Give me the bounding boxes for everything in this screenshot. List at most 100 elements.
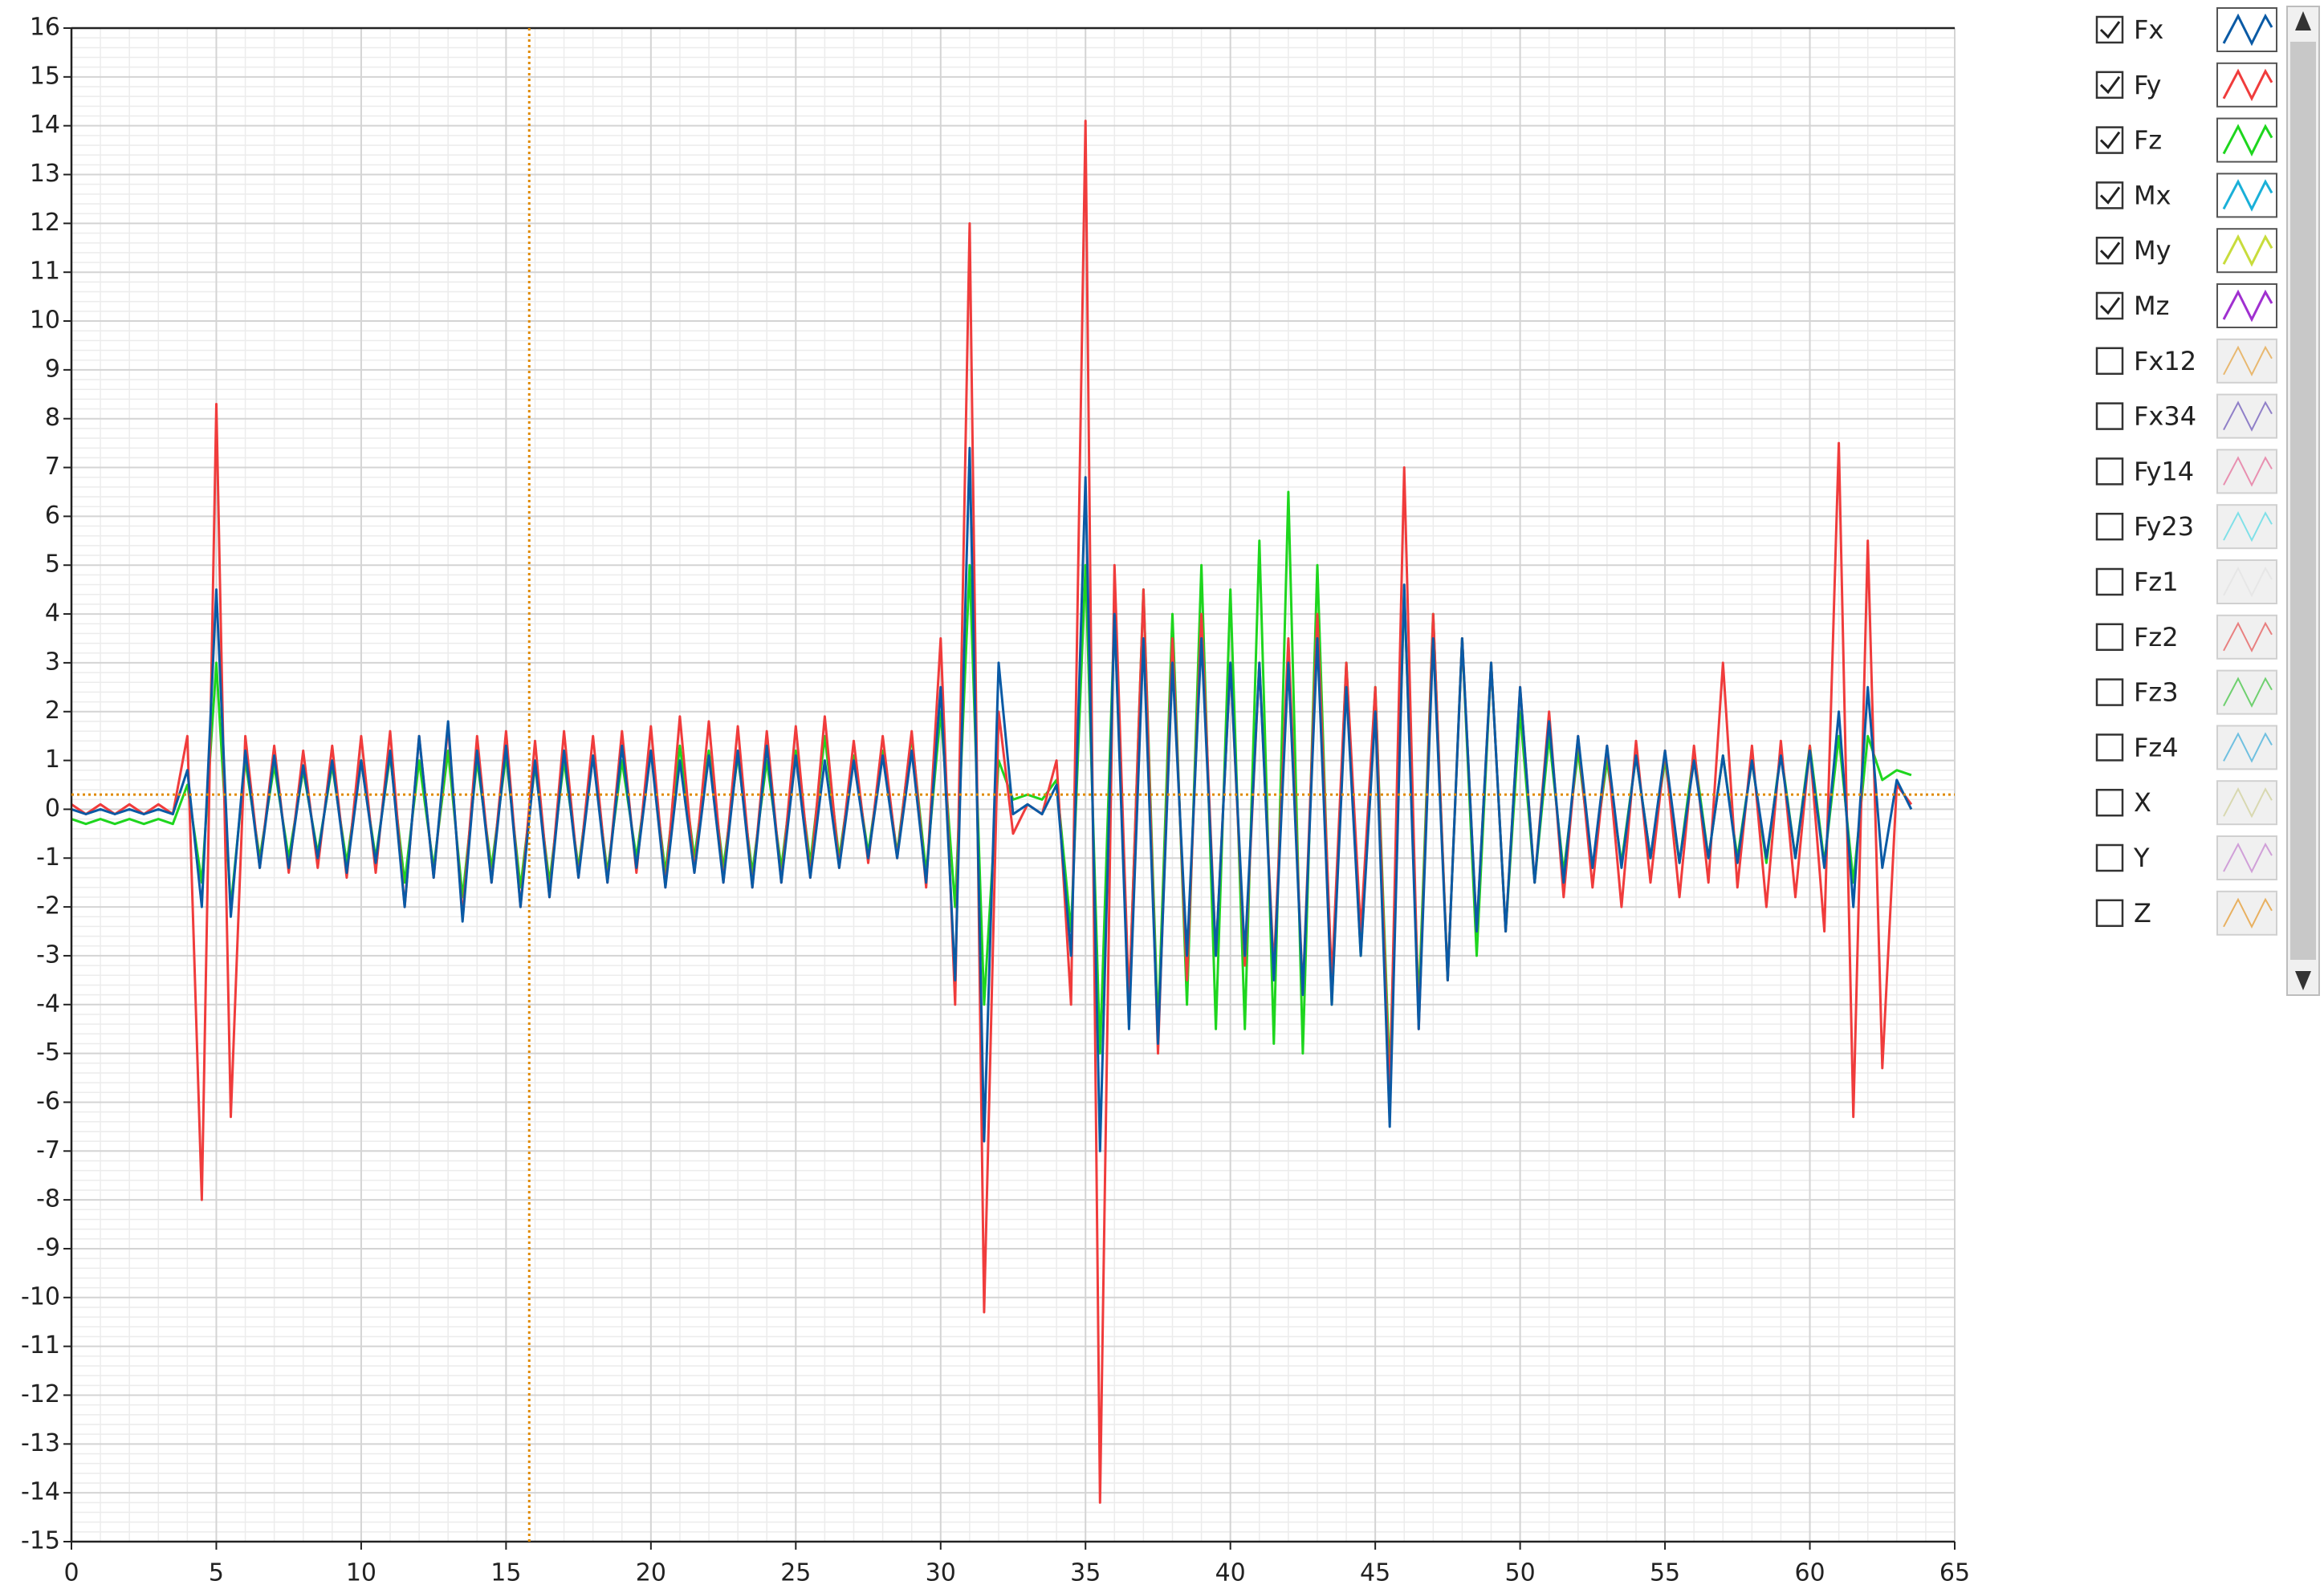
- y-tick-label: -1: [36, 843, 60, 872]
- y-tick-label: 11: [30, 258, 60, 286]
- y-tick-label: -5: [36, 1038, 60, 1067]
- legend-swatch[interactable]: [2216, 835, 2277, 880]
- legend-checkbox[interactable]: [2095, 402, 2124, 430]
- x-tick-label: 25: [780, 1559, 811, 1587]
- y-tick-label: 1: [45, 746, 60, 774]
- legend-checkbox[interactable]: [2095, 291, 2124, 320]
- y-tick-label: 16: [30, 14, 60, 42]
- legend-swatch[interactable]: [2216, 449, 2277, 494]
- legend-swatch-line: [2223, 511, 2273, 543]
- axis-layer: 0 5 10 15 20 25 30 35 40 45 50 55 60 65-15-14-13-12-1…: [21, 14, 1970, 1587]
- series-line: [71, 446, 1913, 1152]
- scrollbar-thumb[interactable]: [2290, 42, 2316, 960]
- legend-swatch[interactable]: [2216, 614, 2277, 660]
- legend-checkbox[interactable]: [2095, 126, 2124, 154]
- y-tick-label: 12: [30, 209, 60, 237]
- legend-item[interactable]: Fy14: [2095, 449, 2277, 494]
- legend-swatch-line: [2222, 13, 2273, 47]
- legend-label: Mz: [2134, 291, 2169, 321]
- legend-checkbox[interactable]: [2095, 15, 2124, 44]
- x-tick-label: 35: [1070, 1559, 1101, 1587]
- legend-item[interactable]: Fy23: [2095, 504, 2277, 550]
- legend-swatch-line: [2223, 345, 2273, 377]
- legend-item[interactable]: Fz4: [2095, 725, 2277, 770]
- legend-label: Z: [2134, 898, 2151, 929]
- legend-item[interactable]: Fz3: [2095, 669, 2277, 715]
- legend-item[interactable]: Fx: [2095, 7, 2277, 52]
- legend-checkmark: [2099, 131, 2121, 149]
- legend-item[interactable]: Fz2: [2095, 614, 2277, 660]
- legend-label: Fz4: [2134, 732, 2179, 762]
- y-tick-label: -7: [36, 1136, 60, 1164]
- y-tick-label: 2: [45, 697, 60, 725]
- legend-label: Fy: [2134, 70, 2161, 100]
- scroll-down-arrow[interactable]: [2295, 971, 2311, 990]
- y-tick-label: 0: [45, 794, 60, 823]
- legend-checkbox[interactable]: [2095, 71, 2124, 100]
- x-tick-label: 50: [1505, 1559, 1536, 1587]
- legend-swatch[interactable]: [2216, 173, 2277, 218]
- legend-swatch-line: [2223, 621, 2273, 653]
- legend-item[interactable]: Fz: [2095, 117, 2277, 163]
- legend-item[interactable]: Fx34: [2095, 393, 2277, 439]
- legend-label: Fz3: [2134, 677, 2179, 708]
- legend-checkbox[interactable]: [2095, 181, 2124, 209]
- y-tick-label: 5: [45, 551, 60, 579]
- legend-item[interactable]: Fx12: [2095, 338, 2277, 384]
- legend-swatch[interactable]: [2216, 780, 2277, 826]
- legend-label: Fz1: [2134, 567, 2179, 597]
- legend-checkbox[interactable]: [2095, 623, 2124, 652]
- y-tick-label: 14: [30, 111, 60, 139]
- y-tick-label: -6: [36, 1087, 60, 1116]
- legend-item[interactable]: Fz1: [2095, 559, 2277, 604]
- legend-item[interactable]: X: [2095, 780, 2277, 826]
- legend-item[interactable]: Mx: [2095, 173, 2277, 218]
- legend-swatch[interactable]: [2216, 504, 2277, 550]
- x-tick-label: 15: [490, 1559, 521, 1587]
- x-tick-label: 60: [1794, 1559, 1825, 1587]
- legend-swatch[interactable]: [2216, 669, 2277, 715]
- legend-item[interactable]: Y: [2095, 835, 2277, 880]
- legend-swatch[interactable]: [2216, 283, 2277, 328]
- legend-swatch[interactable]: [2216, 725, 2277, 770]
- legend-swatch[interactable]: [2216, 228, 2277, 274]
- y-tick-label: -13: [21, 1429, 60, 1457]
- legend-item[interactable]: My: [2095, 228, 2277, 274]
- legend-label: Fz2: [2134, 622, 2179, 652]
- x-tick-label: 55: [1650, 1559, 1680, 1587]
- y-tick-label: -10: [21, 1282, 60, 1311]
- legend-label: Fy14: [2134, 456, 2194, 486]
- legend-item[interactable]: Mz: [2095, 283, 2277, 328]
- legend-checkbox[interactable]: [2095, 678, 2124, 706]
- legend-swatch[interactable]: [2216, 393, 2277, 439]
- legend-checkbox[interactable]: [2095, 567, 2124, 596]
- x-tick-label: 10: [346, 1559, 376, 1587]
- legend-swatch-line: [2223, 732, 2273, 763]
- legend-label: Y: [2133, 843, 2150, 873]
- legend-checkbox[interactable]: [2095, 843, 2124, 872]
- legend-label: My: [2134, 235, 2171, 266]
- legend-swatch[interactable]: [2216, 338, 2277, 384]
- legend-label: Fz: [2134, 125, 2162, 156]
- legend-checkbox[interactable]: [2095, 899, 2124, 928]
- legend-swatch[interactable]: [2216, 890, 2277, 936]
- legend-checkbox[interactable]: [2095, 457, 2124, 486]
- legend-checkbox[interactable]: [2095, 788, 2124, 817]
- y-tick-label: 15: [30, 62, 60, 90]
- legend-item[interactable]: Z: [2095, 890, 2277, 936]
- scroll-up-arrow[interactable]: [2295, 11, 2311, 30]
- legend-swatch-line: [2223, 787, 2273, 819]
- legend-checkbox[interactable]: [2095, 236, 2124, 265]
- legend-swatch[interactable]: [2216, 117, 2277, 163]
- legend-item[interactable]: Fy: [2095, 62, 2277, 108]
- legend-swatch[interactable]: [2216, 62, 2277, 108]
- legend-swatch-line: [2222, 234, 2273, 267]
- legend-checkbox[interactable]: [2095, 734, 2124, 762]
- legend-checkbox[interactable]: [2095, 512, 2124, 541]
- legend-swatch[interactable]: [2216, 7, 2277, 52]
- legend-checkbox[interactable]: [2095, 347, 2124, 376]
- scrollbar[interactable]: [2286, 6, 2320, 996]
- legend-swatch[interactable]: [2216, 559, 2277, 604]
